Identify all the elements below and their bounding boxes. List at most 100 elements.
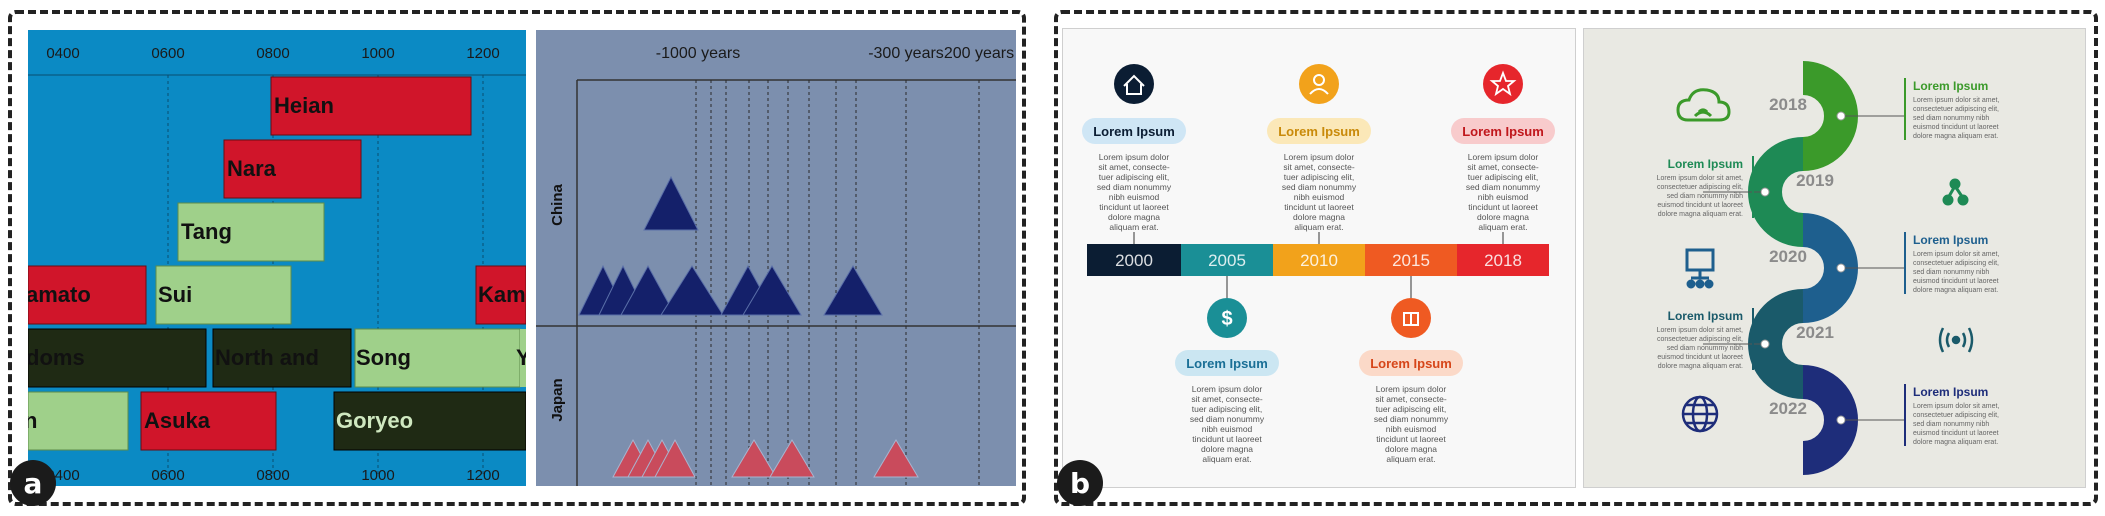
svg-text:sed diam nonummy nibh: sed diam nonummy nibh: [1913, 421, 1989, 428]
svg-text:sit amet, consecte-: sit amet, consecte-: [1191, 394, 1263, 404]
svg-text:sed diam nonummy nibh: sed diam nonummy nibh: [1667, 193, 1743, 200]
svg-text:aliquam erat.: aliquam erat.: [1109, 222, 1158, 232]
snake-label-2019: Lorem Ipsum Lorem ipsum dolor sit amet, c…: [1657, 156, 1761, 218]
svg-text:Lorem ipsum dolor sit amet,: Lorem ipsum dolor sit amet,: [1913, 251, 1999, 258]
bar-n: [28, 391, 129, 451]
tick-label: 1200: [466, 467, 499, 484]
svg-text:consectetuer adipiscing elit,: consectetuer adipiscing elit,: [1913, 260, 1999, 267]
svg-text:aliquam erat.: aliquam erat.: [1294, 222, 1343, 232]
year-label: 2022: [1769, 399, 1807, 418]
svg-text:euismod tincidunt ut laoreet: euismod tincidunt ut laoreet: [1657, 354, 1743, 361]
year-label: 2010: [1300, 251, 1338, 270]
svg-text:dolore magna: dolore magna: [1477, 212, 1529, 222]
svg-text:sed diam nonummy: sed diam nonummy: [1190, 414, 1265, 424]
china-triangles: [578, 175, 883, 316]
badge-a: a: [10, 460, 56, 506]
snake-label-2018: Lorem Ipsum Lorem ipsum dolor sit amet, c…: [1845, 78, 1999, 140]
year-label: 2020: [1769, 247, 1807, 266]
bar-nara: [223, 139, 362, 199]
svg-text:dolore magna: dolore magna: [1385, 444, 1437, 454]
svg-text:Lorem Ipsum: Lorem Ipsum: [1913, 385, 1988, 399]
svg-text:tincidunt ut laoreet: tincidunt ut laoreet: [1284, 202, 1354, 212]
svg-text:nibh euismod: nibh euismod: [1386, 424, 1437, 434]
bar-y: [520, 329, 526, 387]
svg-text:sit amet, consecte-: sit amet, consecte-: [1098, 162, 1170, 172]
row-label-japan: Japan: [549, 378, 566, 421]
bar-label: Sui: [158, 282, 192, 307]
svg-text:Lorem Ipsum: Lorem Ipsum: [1913, 79, 1988, 93]
cloud-icon: [1676, 88, 1731, 122]
svg-text:euismod tincidunt ut laoreet: euismod tincidunt ut laoreet: [1913, 278, 1999, 285]
svg-text:sed diam nonummy: sed diam nonummy: [1374, 414, 1449, 424]
gantt-bars: Heian Nara Tang amato Sui Kam doms North…: [28, 76, 526, 451]
svg-text:sit amet, consecte-: sit amet, consecte-: [1467, 162, 1539, 172]
tick-label: 0600: [151, 45, 184, 62]
badge-b: b: [1057, 460, 1103, 506]
tick-label: 1200: [466, 45, 499, 62]
bar-label: Kam: [478, 282, 526, 307]
svg-text:Lorem ipsum dolor sit amet,: Lorem ipsum dolor sit amet,: [1657, 327, 1743, 334]
tick-label: 0600: [151, 467, 184, 484]
svg-text:tuer adipiscing elit,: tuer adipiscing elit,: [1468, 172, 1538, 182]
timeline-ticks: -1000 years -300 years 200 years: [656, 45, 1014, 62]
tick-label: 1000: [361, 467, 394, 484]
home-icon: [1123, 74, 1145, 95]
triangle-timeline: -1000 years -300 years 200 years China J…: [536, 30, 1016, 486]
svg-text:tuer adipiscing elit,: tuer adipiscing elit,: [1284, 172, 1354, 182]
year-label: 2000: [1115, 251, 1153, 270]
svg-text:Lorem ipsum dolor: Lorem ipsum dolor: [1284, 152, 1355, 162]
svg-text:sed diam nonummy nibh: sed diam nonummy nibh: [1913, 269, 1989, 276]
bar-label: Y: [516, 345, 526, 370]
svg-text:tincidunt ut laoreet: tincidunt ut laoreet: [1468, 202, 1538, 212]
bar-label: Nara: [227, 156, 277, 181]
svg-text:aliquam erat.: aliquam erat.: [1386, 454, 1435, 464]
svg-text:nibh euismod: nibh euismod: [1202, 424, 1253, 434]
gift-icon: [1403, 312, 1419, 326]
svg-text:Lorem Ipsum: Lorem Ipsum: [1913, 233, 1988, 247]
year-label: 2019: [1796, 171, 1834, 190]
year-label: 2018: [1769, 95, 1807, 114]
dollar-icon: $: [1221, 308, 1232, 330]
svg-text:dolore magna: dolore magna: [1201, 444, 1253, 454]
gantt-chart: 0400 0600 0800 1000 1200 Heian Nara Tang…: [28, 30, 526, 486]
svg-text:Lorem Ipsum: Lorem Ipsum: [1668, 157, 1743, 171]
year-label: 2005: [1208, 251, 1246, 270]
bar-label: Song: [356, 345, 411, 370]
svg-text:consectetuer adipiscing elit,: consectetuer adipiscing elit,: [1913, 106, 1999, 113]
svg-text:dolore magna: dolore magna: [1108, 212, 1160, 222]
bar-heian: [270, 76, 472, 136]
svg-text:Lorem ipsum dolor: Lorem ipsum dolor: [1468, 152, 1539, 162]
snake-label-2021: Lorem Ipsum Lorem ipsum dolor sit amet, c…: [1657, 308, 1761, 370]
bar-label: Asuka: [144, 408, 211, 433]
year-labels: 2000 2005 2010 2015 2018: [1115, 251, 1522, 270]
tick-label: -1000 years: [656, 45, 741, 62]
svg-text:euismod tincidunt ut laoreet: euismod tincidunt ut laoreet: [1913, 430, 1999, 437]
snake-timeline: 2018 2019 2020 2021 2022 Lorem Ipsum Lor…: [1583, 28, 2086, 488]
svg-text:aliquam erat.: aliquam erat.: [1202, 454, 1251, 464]
broadcast-icon: [1938, 327, 1974, 353]
svg-text:consectetuer adipiscing elit,: consectetuer adipiscing elit,: [1657, 184, 1743, 191]
svg-text:dolore magna: dolore magna: [1293, 212, 1345, 222]
svg-text:Lorem ipsum dolor: Lorem ipsum dolor: [1099, 152, 1170, 162]
svg-text:Lorem Ipsum: Lorem Ipsum: [1370, 356, 1452, 371]
globe-icon: [1681, 395, 1719, 433]
bar-label: n: [28, 408, 37, 433]
svg-text:sed diam nonummy: sed diam nonummy: [1466, 182, 1541, 192]
user-icon: [1309, 74, 1329, 95]
svg-text:nibh euismod: nibh euismod: [1478, 192, 1529, 202]
svg-text:nibh euismod: nibh euismod: [1294, 192, 1345, 202]
svg-text:sed diam nonummy nibh: sed diam nonummy nibh: [1913, 115, 1989, 122]
bar-label: Tang: [181, 219, 232, 244]
svg-text:tuer adipiscing elit,: tuer adipiscing elit,: [1376, 404, 1446, 414]
bar-north-south: [212, 328, 352, 388]
svg-text:sit amet, consecte-: sit amet, consecte-: [1283, 162, 1355, 172]
svg-text:tuer adipiscing elit,: tuer adipiscing elit,: [1099, 172, 1169, 182]
panel-b-frame: [1054, 10, 2098, 506]
row-label-china: China: [549, 184, 566, 226]
svg-text:dolore magna aliquam erat.: dolore magna aliquam erat.: [1658, 211, 1743, 218]
svg-text:sed diam nonummy nibh: sed diam nonummy nibh: [1667, 345, 1743, 352]
svg-text:Lorem Ipsum: Lorem Ipsum: [1186, 356, 1268, 371]
